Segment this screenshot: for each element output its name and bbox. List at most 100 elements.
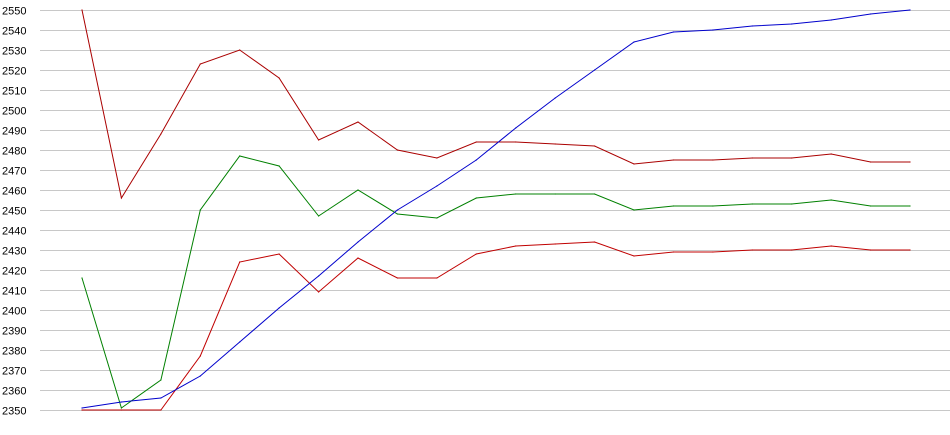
series-3-point: [554, 243, 556, 245]
series-4-point: [318, 275, 320, 277]
series-3-point: [278, 253, 280, 255]
series-3-point: [475, 253, 477, 255]
series-2-point: [594, 193, 596, 195]
series-1-point: [751, 157, 753, 159]
series-4-point: [554, 97, 556, 99]
series-2-point: [515, 193, 517, 195]
series-4-point: [751, 25, 753, 27]
series-2-point: [239, 155, 241, 157]
series-4-point: [672, 31, 675, 33]
series-3-point: [120, 409, 122, 411]
series-4-point: [199, 375, 201, 377]
series-2-point: [160, 379, 162, 381]
series-2-point: [751, 203, 753, 205]
series-4-point: [396, 209, 398, 211]
series-3-point: [396, 277, 398, 279]
series-4-point: [475, 159, 477, 161]
y-tick-label: 2400: [2, 306, 26, 318]
y-tick-label: 2410: [2, 286, 26, 298]
series-3-point: [199, 355, 201, 357]
series-1-point: [830, 153, 832, 155]
series-1-point: [870, 161, 872, 163]
series-4-point: [712, 29, 714, 31]
series-1-point: [239, 49, 241, 51]
y-tick-label: 2360: [2, 386, 26, 398]
series-2-point: [633, 209, 635, 211]
series-3-point: [791, 249, 793, 251]
series-4-point: [436, 185, 438, 187]
series-3-point: [436, 277, 438, 279]
y-tick-label: 2380: [2, 346, 26, 358]
series-1-point: [81, 9, 83, 11]
series-1-point: [199, 63, 201, 65]
series-3-point: [357, 257, 359, 259]
series-2-point: [436, 217, 438, 219]
y-tick-label: 2480: [2, 146, 26, 158]
series-1-point: [672, 159, 675, 161]
series-1-point: [594, 145, 596, 147]
y-tick-label: 2490: [2, 126, 26, 138]
series-2-point: [791, 203, 793, 205]
series-2-point: [81, 277, 83, 279]
series-1-point: [396, 149, 398, 151]
series-2-point: [199, 209, 201, 211]
series-4-point: [791, 23, 793, 25]
series-3-point: [633, 255, 635, 257]
series-2-point: [278, 165, 280, 167]
series-3-point: [672, 251, 675, 253]
series-4-point: [870, 13, 872, 15]
series-group: [81, 9, 911, 411]
y-tick-label: 2500: [2, 106, 26, 118]
series-4-point: [120, 401, 122, 403]
series-4-point: [160, 397, 162, 399]
y-tick-label: 2520: [2, 66, 26, 78]
y-tick-label: 2510: [2, 86, 26, 98]
series-3-point: [751, 249, 753, 251]
series-1-point: [712, 159, 714, 161]
series-3-point: [594, 241, 596, 243]
series-3-point: [318, 291, 320, 293]
series-1-point: [515, 141, 517, 143]
y-tick-label: 2350: [2, 406, 26, 418]
y-tick-label: 2460: [2, 186, 26, 198]
series-line-4: [81, 9, 911, 409]
series-4-point: [239, 341, 241, 343]
series-2-point: [554, 193, 556, 195]
series-2-point: [870, 205, 872, 207]
series-4-point: [278, 307, 280, 309]
series-1-point: [909, 161, 911, 163]
series-line-1: [81, 9, 910, 200]
series-1-point: [791, 157, 793, 159]
y-tick-label: 2550: [2, 6, 26, 18]
series-1-point: [318, 139, 320, 141]
series-2-point: [475, 197, 477, 199]
series-4-point: [830, 19, 832, 21]
y-tick-label: 2540: [2, 26, 26, 38]
series-2-point: [830, 199, 832, 201]
series-3-point: [830, 245, 832, 247]
series-3-point: [909, 249, 911, 251]
series-2-point: [318, 215, 320, 217]
series-4-point: [515, 127, 517, 129]
series-3-point: [81, 409, 83, 411]
series-4-point: [633, 41, 635, 43]
series-3-point: [160, 409, 162, 411]
series-3-point: [515, 245, 517, 247]
series-2-point: [357, 189, 359, 191]
y-tick-label: 2530: [2, 46, 26, 58]
y-tick-label: 2420: [2, 266, 26, 278]
series-1-point: [357, 121, 359, 123]
series-2-point: [120, 407, 122, 409]
series-3-point: [239, 261, 241, 263]
grid: [40, 10, 950, 411]
y-tick-label: 2440: [2, 226, 26, 238]
series-1-point: [475, 141, 477, 143]
series-1-point: [554, 143, 556, 145]
series-3-point: [870, 249, 872, 251]
y-axis: 2350 2360 2370 2380 2390 2400 2410 2420 2430 2440…: [2, 6, 26, 418]
series-4-point: [594, 69, 596, 71]
series-2-point: [672, 205, 675, 207]
series-1-point: [436, 157, 438, 159]
y-tick-label: 2370: [2, 366, 26, 378]
